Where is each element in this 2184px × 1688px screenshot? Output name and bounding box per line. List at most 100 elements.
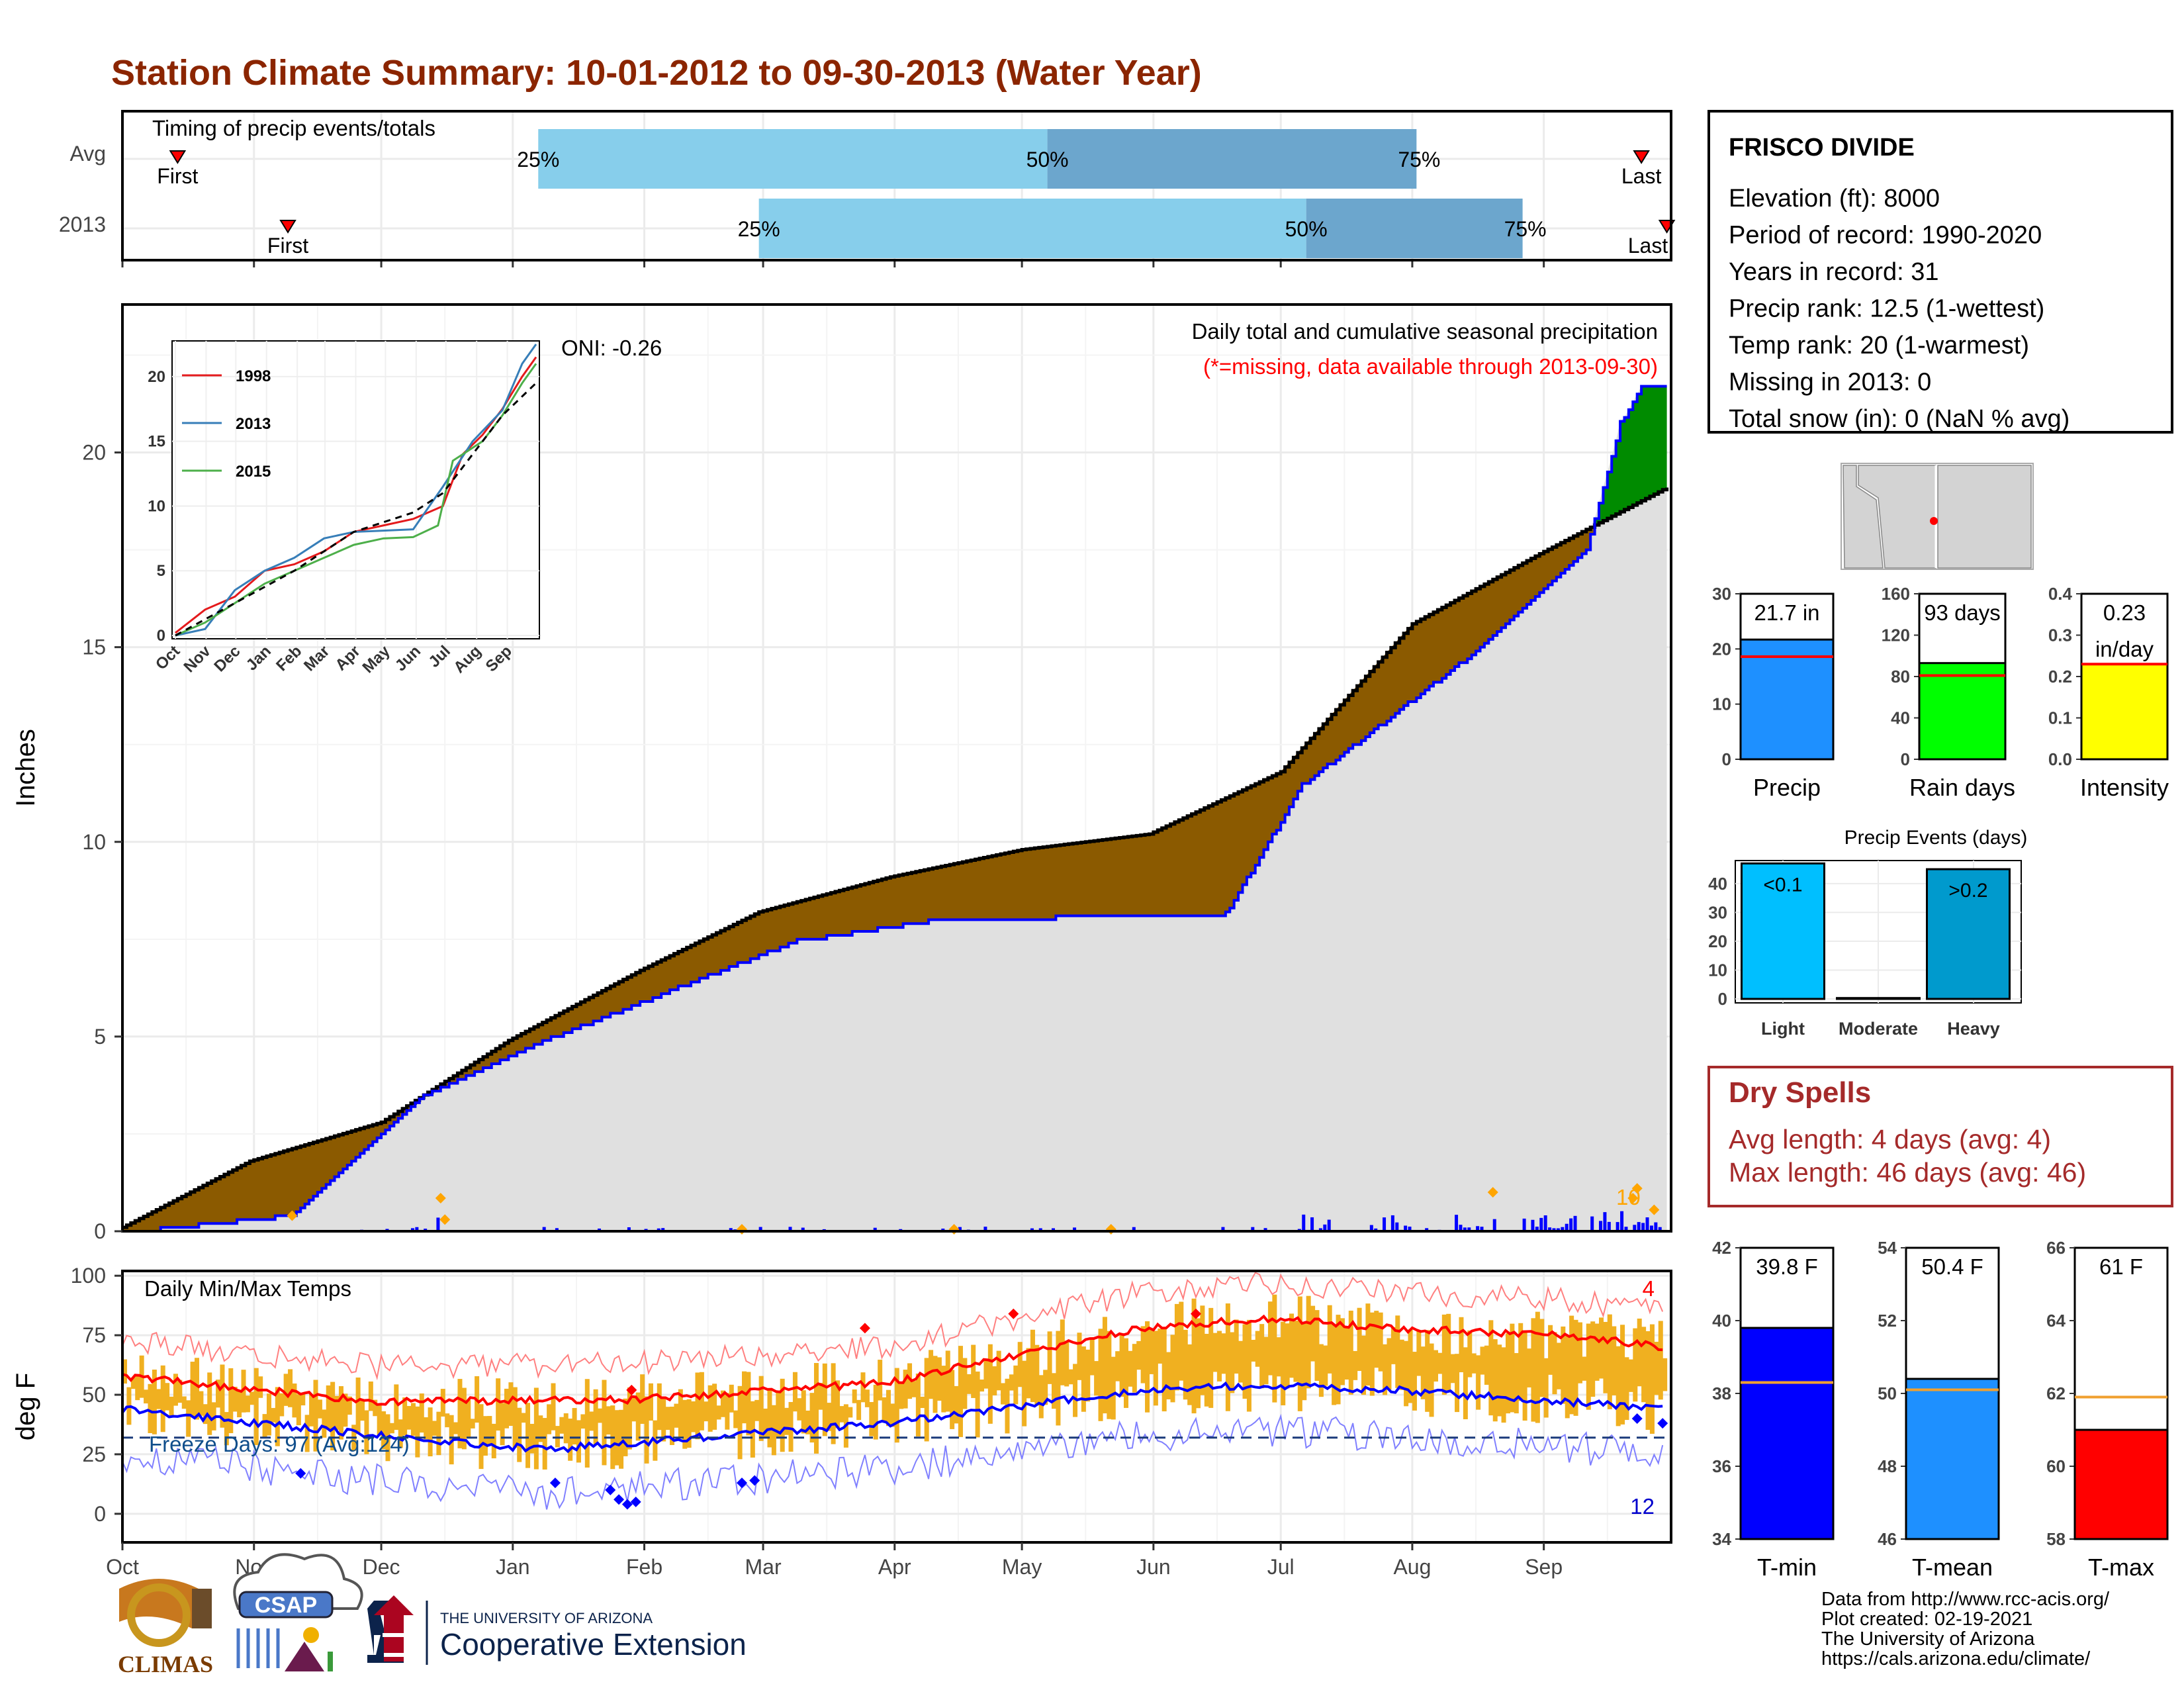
precip-daily-bar (758, 1227, 762, 1231)
daily-temp-range-bar (1624, 1357, 1629, 1421)
station-info-line: Temp rank: 20 (1-warmest) (1729, 332, 2029, 359)
daily-temp-range-bar (440, 1389, 445, 1417)
daily-temp-range-bar (627, 1387, 632, 1450)
daily-temp-range-bar (966, 1374, 972, 1394)
precip-daily-bar (598, 1228, 602, 1231)
daily-temp-range-bar (1191, 1298, 1197, 1414)
inset-legend-label: 1998 (236, 367, 271, 385)
intensity-tick-label: 0.4 (2048, 584, 2073, 604)
daily-temp-range-bar (1102, 1317, 1107, 1414)
daily-temp-range-bar (228, 1368, 234, 1433)
missing-note: (*=missing, data available through 2013-… (1203, 354, 1658, 379)
daily-temp-range-bar (614, 1410, 619, 1466)
precip-y-tick-label: 0 (94, 1219, 106, 1243)
precip-daily-bar (1539, 1217, 1543, 1231)
precip-daily-bar (1607, 1221, 1611, 1231)
precip-high-day-marker (435, 1193, 446, 1203)
daily-temp-range-bar (1510, 1323, 1515, 1413)
daily-temp-range-bar (1399, 1339, 1404, 1390)
daily-temp-range-bar (1030, 1329, 1035, 1403)
daily-temp-range-bar (983, 1360, 989, 1389)
daily-temp-range-bar (1297, 1296, 1302, 1411)
daily-temp-range-bar (512, 1387, 518, 1448)
precip-daily-bar (1561, 1227, 1565, 1231)
daily-temp-range-bar (241, 1370, 246, 1413)
csap-logo: CSAP (233, 1553, 363, 1671)
precip-daily-bar (1251, 1227, 1255, 1231)
daily-temp-range-bar (317, 1399, 322, 1419)
daily-temp-range-bar (533, 1387, 539, 1470)
daily-temp-range-bar (521, 1413, 526, 1423)
record-low-marker (1631, 1413, 1643, 1424)
daily-temp-range-bar (996, 1350, 1001, 1391)
daily-temp-range-bar (737, 1385, 743, 1460)
inset-y-tick-label: 15 (148, 433, 165, 451)
daily-temp-range-bar (1433, 1350, 1438, 1382)
daily-temp-range-bar (915, 1374, 921, 1436)
precip-daily-bar (410, 1228, 414, 1231)
daily-temp-range-bar (1577, 1322, 1582, 1383)
daily-temp-range-bar (1013, 1365, 1019, 1405)
precip-daily-bar (958, 1227, 962, 1231)
precip-daily-bar (1637, 1222, 1641, 1231)
climas-logo-text: CLIMAS (118, 1651, 213, 1677)
daily-temp-range-bar (130, 1378, 136, 1389)
precip-daily-bar (1620, 1211, 1624, 1231)
precip-y-tick-label: 15 (82, 635, 106, 659)
daily-temp-range-bar (360, 1400, 365, 1421)
timing-bar-50-75 (1306, 199, 1523, 258)
daily-temp-range-bar (729, 1384, 734, 1413)
record-low-count: 12 (1630, 1494, 1655, 1519)
daily-temp-range-bar (377, 1403, 382, 1436)
daily-temp-range-bar (1654, 1341, 1659, 1395)
daily-temp-range-bar (958, 1346, 963, 1437)
tmean-value-label: 50.4 F (1921, 1254, 1983, 1279)
tmin-tick-label: 34 (1712, 1529, 1731, 1549)
daily-temp-range-bar (1289, 1313, 1295, 1378)
daily-temp-range-bar (903, 1370, 908, 1409)
precip-daily-bar (1425, 1228, 1429, 1231)
daily-temp-range-bar (1480, 1346, 1485, 1375)
daily-temp-range-bar (822, 1363, 827, 1436)
daily-temp-range-bar (487, 1416, 492, 1444)
daily-temp-range-bar (1628, 1359, 1633, 1392)
daily-temp-range-bar (1230, 1332, 1235, 1393)
daily-temp-range-bar (1420, 1346, 1426, 1399)
daily-temp-range-bar (1437, 1352, 1443, 1374)
tmin-tick-label: 36 (1712, 1456, 1731, 1476)
events-tick-label: 40 (1708, 874, 1727, 894)
precip-value-bar (1739, 638, 1835, 761)
daily-temp-range-bar (525, 1403, 531, 1468)
daily-temp-range-bar (1615, 1346, 1621, 1427)
record-high-marker (1008, 1308, 1019, 1319)
events-tick-label: 20 (1708, 931, 1727, 951)
daily-temp-range-bar (962, 1358, 968, 1409)
climas-logo: CLIMAS (118, 1579, 213, 1677)
precip-daily-bar (1599, 1221, 1603, 1231)
daily-temp-range-bar (1089, 1337, 1095, 1376)
daily-temp-range-bar (979, 1379, 985, 1392)
daily-temp-range-bar (1034, 1344, 1040, 1406)
daily-temp-range-bar (920, 1396, 925, 1409)
daily-temp-range-bar (1318, 1344, 1324, 1397)
daily-temp-range-bar (542, 1418, 547, 1470)
daily-temp-range-bar (1446, 1313, 1451, 1391)
daily-temp-range-bar (347, 1396, 352, 1415)
daily-temp-range-bar (330, 1382, 336, 1450)
station-info-box: FRISCO DIVIDE Elevation (ft): 8000 Period… (1707, 110, 2173, 434)
daily-temp-range-bar (1548, 1325, 1553, 1375)
precip-y-tick-label: 10 (82, 830, 106, 854)
precip-high-day-marker (1649, 1204, 1660, 1215)
daily-temp-range-bar (1441, 1314, 1447, 1395)
tmean-label: T-mean (1912, 1554, 1993, 1581)
daily-temp-range-bar (1505, 1333, 1510, 1414)
last-event-label: Last (1621, 164, 1662, 188)
daily-temp-range-bar (1641, 1327, 1647, 1403)
precip-caption: Daily total and cumulative seasonal prec… (1192, 319, 1658, 344)
daily-temp-range-bar (1463, 1347, 1468, 1419)
daily-temp-range-bar (478, 1404, 484, 1470)
month-tick-label: Mar (745, 1555, 782, 1579)
timing-label-75: 75% (1398, 148, 1440, 171)
tmin-tick-label: 40 (1712, 1311, 1731, 1331)
daily-temp-range-bar (1195, 1318, 1201, 1409)
